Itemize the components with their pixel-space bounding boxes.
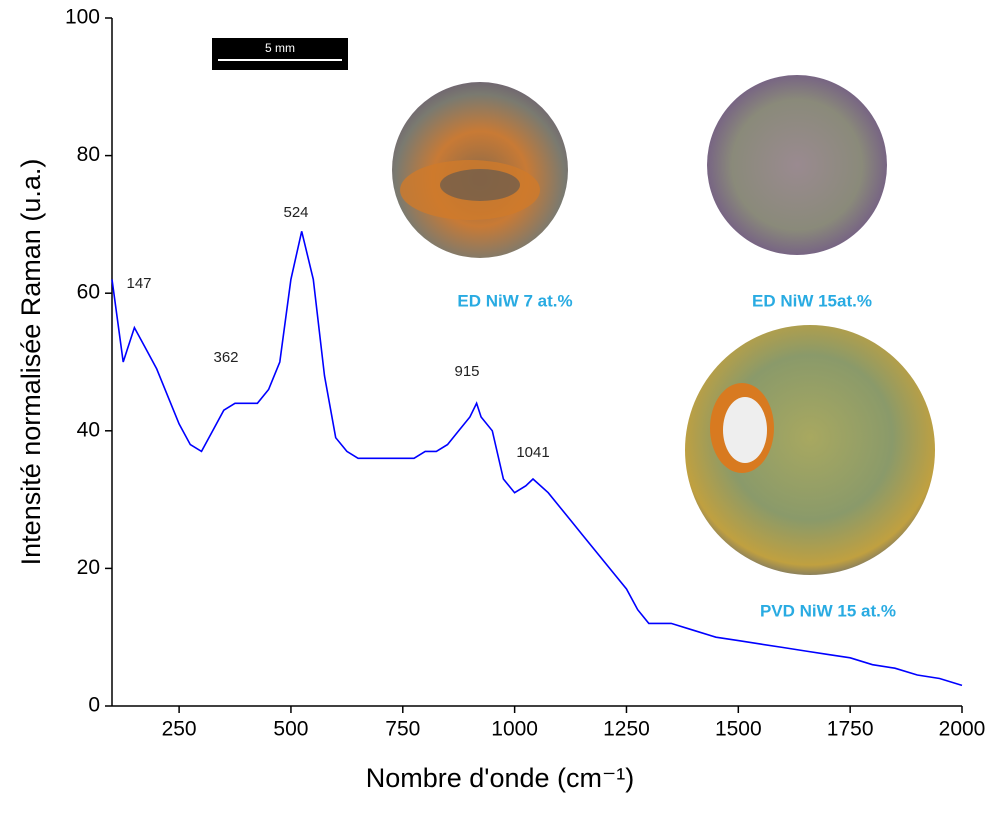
y-tick-label: 60 [77,281,100,304]
photos: 5 mm [212,38,935,575]
peak-label: 1041 [516,444,549,461]
peak-label: 362 [213,349,238,366]
x-tick-label: 2000 [939,718,986,741]
x-tick-label: 1500 [715,718,762,741]
photo-label: ED NiW 15at.% [752,291,872,310]
x-tick-label: 1000 [491,718,538,741]
y-tick-label: 80 [77,143,100,166]
peak-label: 915 [454,363,479,380]
scale-bar [212,38,348,70]
x-tick-label: 750 [385,718,420,741]
photo-label: PVD NiW 15 at.% [760,601,896,620]
spectrum-line [111,231,963,687]
y-tick-label: 0 [88,694,100,717]
y-axis-label: Intensité normalisée Raman (u.a.) [16,159,46,566]
x-tick-label: 1750 [827,718,874,741]
photo-ed-15 [707,75,887,255]
photo-label: ED NiW 7 at.% [457,291,572,310]
peak-label: 524 [283,204,308,221]
y-tick-label: 100 [65,6,100,29]
photo-detail [723,397,767,463]
photo-detail [440,169,520,201]
y-tick-label: 40 [77,418,100,441]
x-tick-label: 1250 [603,718,650,741]
x-tick-label: 500 [273,718,308,741]
x-axis-label: Nombre d'onde (cm⁻¹) [366,763,634,793]
scale-bar-label: 5 mm [265,41,295,55]
peak-label: 147 [126,275,151,292]
x-tick-label: 250 [162,718,197,741]
y-tick-label: 20 [77,556,100,579]
